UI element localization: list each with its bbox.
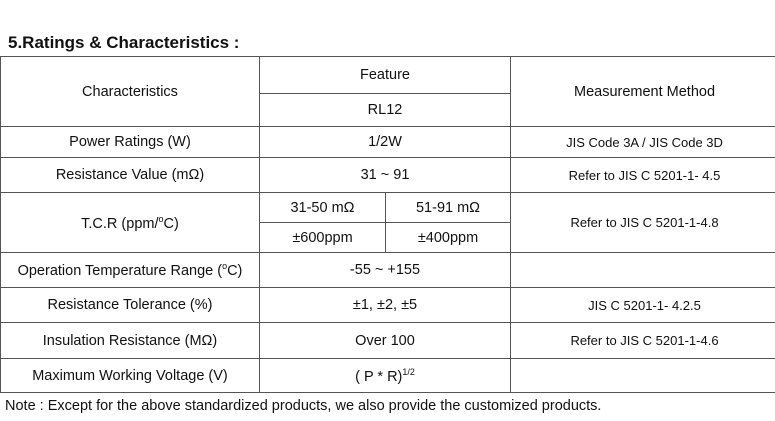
table-row: Operation Temperature Range (oC) -55 ~ +… bbox=[0, 252, 775, 288]
row-name: Insulation Resistance (MΩ) bbox=[0, 322, 260, 359]
row-name: Maximum Working Voltage (V) bbox=[0, 358, 260, 393]
header-method: Measurement Method bbox=[510, 56, 775, 127]
row-value: -55 ~ +155 bbox=[258, 252, 512, 288]
row-value: ±1, ±2, ±5 bbox=[258, 287, 512, 323]
table-row: Power Ratings (W) 1/2W JIS Code 3A / JIS… bbox=[0, 126, 775, 158]
table-row: T.C.R (ppm/oC) 31-50 mΩ 51-91 mΩ Refer t… bbox=[0, 192, 775, 253]
row-value: Over 100 bbox=[258, 322, 512, 359]
row-name: Resistance Tolerance (%) bbox=[0, 287, 260, 323]
row-value: 31 ~ 91 bbox=[258, 157, 512, 193]
header-characteristics: Characteristics bbox=[0, 56, 260, 127]
row-name: Operation Temperature Range (oC) bbox=[0, 252, 260, 288]
row-name: Resistance Value (mΩ) bbox=[0, 157, 260, 193]
table-row: Resistance Value (mΩ) 31 ~ 91 Refer to J… bbox=[0, 157, 775, 193]
row-name: Power Ratings (W) bbox=[0, 126, 260, 158]
header-model: RL12 bbox=[258, 93, 512, 127]
table-row: Maximum Working Voltage (V) ( P * R)1/2 bbox=[0, 358, 775, 393]
table-row: Resistance Tolerance (%) ±1, ±2, ±5 JIS … bbox=[0, 287, 775, 323]
row-value: ( P * R)1/2 bbox=[258, 358, 512, 393]
row-value: 1/2W bbox=[258, 126, 512, 158]
tcr-range: 31-50 mΩ bbox=[259, 192, 386, 223]
table-row: Insulation Resistance (MΩ) Over 100 Refe… bbox=[0, 322, 775, 359]
row-method: Refer to JIS C 5201-1-4.8 bbox=[510, 192, 775, 253]
row-name: T.C.R (ppm/oC) bbox=[0, 192, 260, 253]
row-method: JIS Code 3A / JIS Code 3D bbox=[510, 126, 775, 158]
row-method bbox=[510, 252, 775, 288]
section-title: 5.Ratings & Characteristics : bbox=[8, 33, 240, 52]
row-method: JIS C 5201-1- 4.2.5 bbox=[510, 287, 775, 323]
row-method: Refer to JIS C 5201-1- 4.5 bbox=[510, 157, 775, 193]
tcr-value: ±600ppm bbox=[259, 222, 386, 253]
tcr-value: ±400ppm bbox=[384, 222, 512, 253]
row-method bbox=[510, 358, 775, 393]
header-feature: Feature bbox=[258, 56, 512, 94]
ratings-table: Characteristics Feature Measurement Meth… bbox=[0, 56, 775, 393]
tcr-range: 51-91 mΩ bbox=[384, 192, 512, 223]
note: Note : Except for the above standardized… bbox=[5, 398, 602, 414]
row-method: Refer to JIS C 5201-1-4.6 bbox=[510, 322, 775, 359]
